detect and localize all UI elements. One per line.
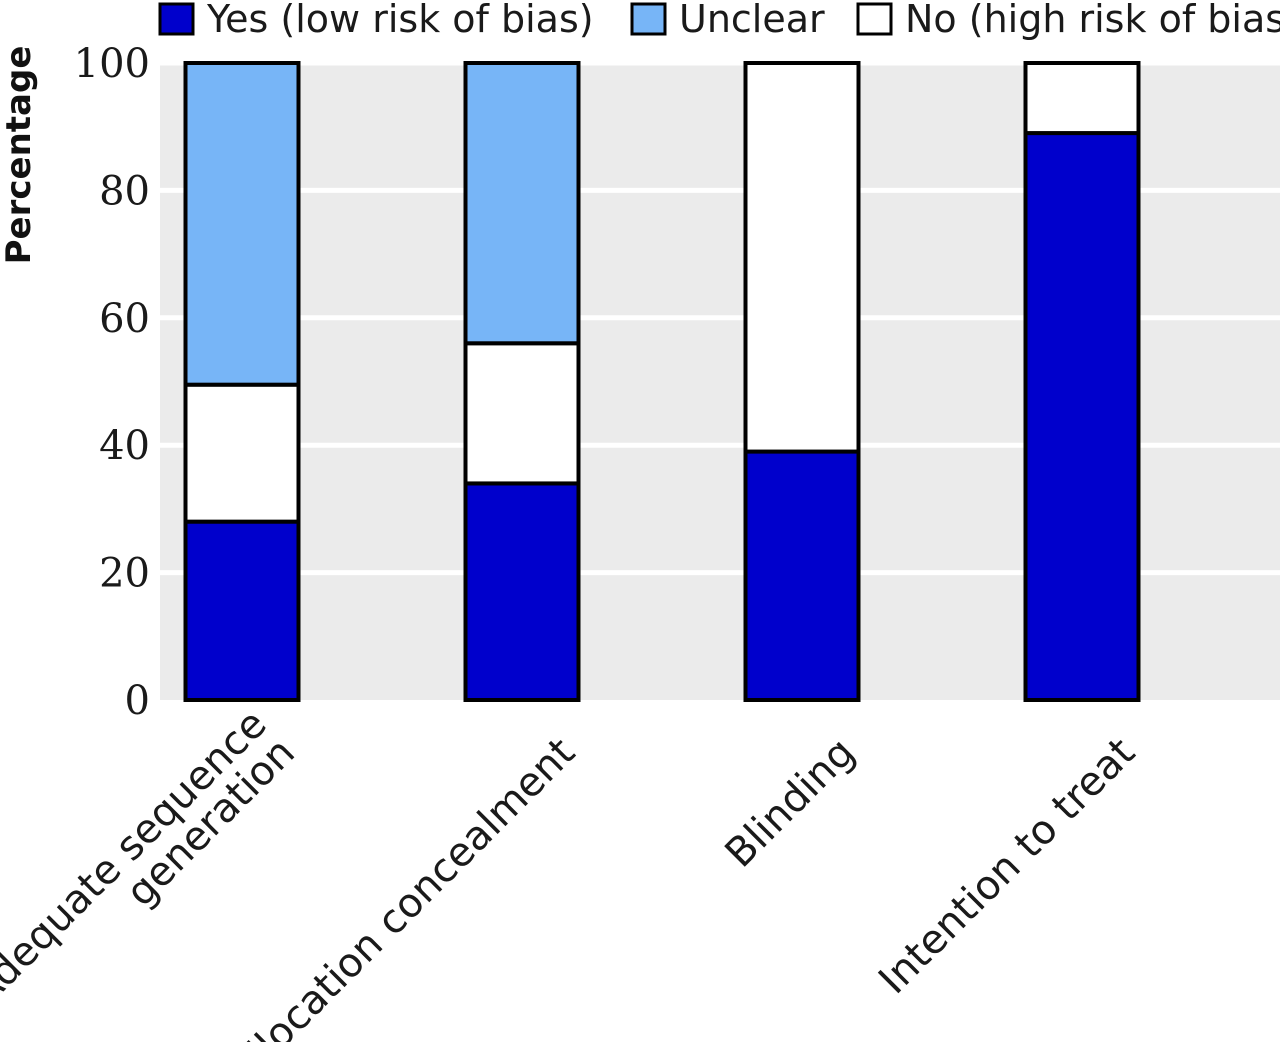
legend-label: No (high risk of bias) <box>905 0 1280 41</box>
bar-segment-series1-cat1 <box>463 341 581 486</box>
bar-segment-series1-cat0 <box>183 382 301 524</box>
legend: Yes (low risk of bias) Unclear No (high ri… <box>158 0 1280 41</box>
x-tick-label: Adequate sequencegeneration <box>0 701 304 1042</box>
bar-segment-series2-cat0 <box>183 61 301 387</box>
bar-segment-series1-cat2 <box>743 61 861 454</box>
y-tick-label: 20 <box>99 551 150 597</box>
y-tick-label: 80 <box>99 168 150 214</box>
legend-swatch <box>158 2 195 36</box>
legend-label: Unclear <box>679 0 825 41</box>
bar-segment-series0-cat2 <box>743 449 861 702</box>
x-tick-label-line: Adequate sequence <box>0 701 276 1015</box>
legend-swatch <box>630 2 667 36</box>
bar-stack-2 <box>743 61 861 702</box>
legend-label: Yes (low risk of bias) <box>206 0 594 41</box>
bar-segment-series0-cat0 <box>183 519 301 703</box>
y-tick-label: 60 <box>99 296 150 342</box>
y-tick-label: 0 <box>125 678 150 724</box>
bar-segment-series2-cat1 <box>463 61 581 346</box>
y-tick-label: 100 <box>74 41 150 87</box>
x-tick-label: Intention to treat <box>870 729 1144 1003</box>
bar-segment-series1-cat3 <box>1023 61 1141 136</box>
bar-stack-1 <box>463 61 581 703</box>
bars <box>183 61 1141 703</box>
y-axis-title: Percentage <box>0 46 39 265</box>
legend-swatch <box>856 2 893 36</box>
bar-segment-series0-cat1 <box>463 481 581 703</box>
y-tick-label: 40 <box>99 423 150 469</box>
bar-stack-0 <box>183 61 301 703</box>
bar-stack-3 <box>1023 61 1141 702</box>
legend-item-2: No (high risk of bias) <box>856 0 1280 41</box>
bar-segment-series0-cat3 <box>1023 131 1141 702</box>
legend-item-0: Yes (low risk of bias) <box>158 0 594 41</box>
x-tick-label-line: Intention to treat <box>870 729 1144 1003</box>
x-tick-label-line: Blinding <box>717 729 864 876</box>
y-axis: 0 20 40 60 80 100 <box>74 41 150 724</box>
legend-item-1: Unclear <box>630 0 825 41</box>
x-tick-label: Blinding <box>717 729 864 876</box>
